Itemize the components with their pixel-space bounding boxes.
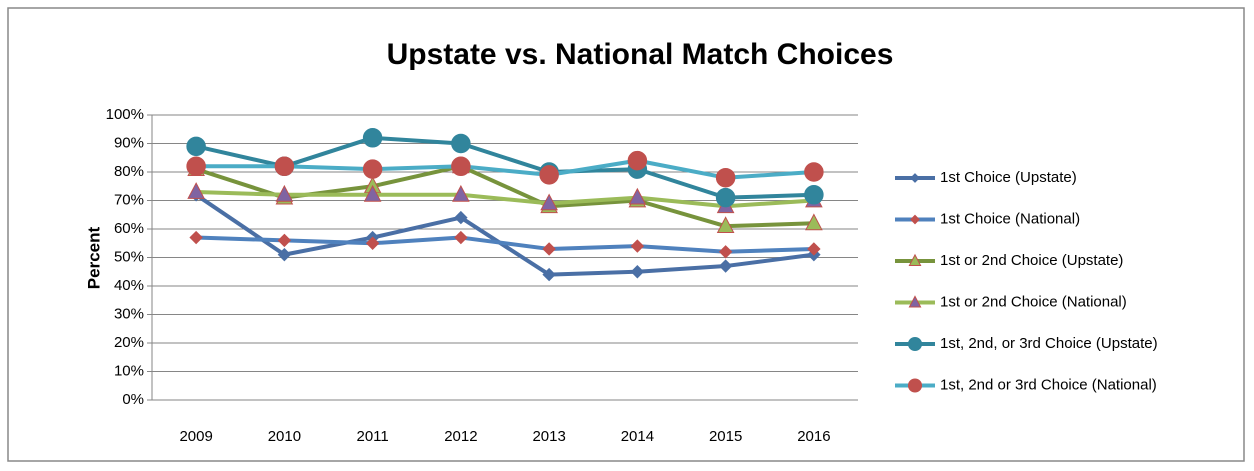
y-tick-label: 40% (114, 277, 144, 294)
x-tick-label: 2014 (621, 428, 654, 445)
y-tick-label: 50% (114, 248, 144, 265)
series-line (195, 193, 815, 277)
y-tick-label: 60% (114, 220, 144, 237)
x-tick-label: 2009 (179, 428, 212, 445)
x-tick-label: 2010 (268, 428, 301, 445)
legend-marker (908, 295, 922, 308)
chart-title: Upstate vs. National Match Choices (387, 38, 894, 71)
data-point (365, 236, 380, 250)
data-point (274, 156, 295, 177)
y-tick-label: 100% (106, 106, 144, 123)
y-tick-label: 90% (114, 134, 144, 151)
series-line (196, 158, 815, 180)
data-point (454, 210, 468, 225)
x-tick-label: 2011 (356, 428, 388, 445)
data-point (539, 165, 559, 185)
y-tick-label: 80% (114, 163, 144, 180)
data-point (542, 242, 556, 256)
data-point (630, 239, 645, 253)
data-point (362, 128, 383, 148)
data-point (275, 184, 294, 202)
y-axis-label: Percent (84, 226, 103, 289)
data-point (542, 267, 556, 282)
data-point (716, 216, 735, 234)
data-point (628, 187, 647, 205)
x-tick-label: 2016 (797, 428, 830, 445)
y-tick-label: 20% (114, 334, 144, 351)
legend-marker (910, 173, 920, 183)
chart-border (7, 7, 1245, 462)
data-point (363, 184, 382, 202)
series-line (196, 189, 815, 209)
x-tick-label: 2012 (444, 428, 477, 445)
y-tick-label: 10% (114, 362, 144, 379)
y-tick-label: 70% (114, 191, 144, 208)
data-point (187, 182, 205, 199)
data-point (189, 230, 203, 245)
data-point (627, 150, 648, 171)
legend-marker (910, 214, 920, 225)
data-point (451, 156, 471, 177)
data-point (804, 162, 824, 182)
data-point (186, 156, 206, 177)
data-point (630, 265, 645, 279)
legend-marker (908, 253, 922, 266)
data-point (807, 242, 821, 256)
data-point (715, 167, 736, 188)
data-point (452, 184, 470, 202)
legend-label: 1st or 2nd Choice (National) (940, 293, 1127, 310)
data-point (718, 259, 733, 273)
legend-label: 1st or 2nd Choice (Upstate) (940, 252, 1123, 269)
data-point (362, 159, 383, 179)
legend-label: 1st, 2nd, or 3rd Choice (Upstate) (940, 335, 1158, 352)
data-point (540, 193, 558, 211)
legend-marker (907, 378, 923, 393)
data-point (186, 136, 206, 157)
y-tick-label: 30% (114, 305, 144, 322)
data-point (451, 133, 471, 154)
legend-label: 1st, 2nd or 3rd Choice (National) (940, 376, 1157, 393)
data-point (718, 245, 733, 259)
legend-label: 1st Choice (Upstate) (940, 169, 1077, 186)
x-tick-label: 2013 (532, 428, 565, 445)
x-tick-label: 2015 (709, 428, 742, 445)
data-point (277, 247, 292, 262)
y-tick-label: 0% (122, 391, 144, 408)
series-line (196, 235, 814, 254)
data-point (277, 233, 292, 248)
data-point (805, 213, 823, 231)
data-point (804, 185, 824, 205)
data-point (715, 187, 736, 208)
legend-label: 1st Choice (National) (940, 210, 1080, 227)
legend-marker (907, 336, 923, 352)
series-line (195, 135, 814, 200)
data-point (454, 230, 468, 245)
